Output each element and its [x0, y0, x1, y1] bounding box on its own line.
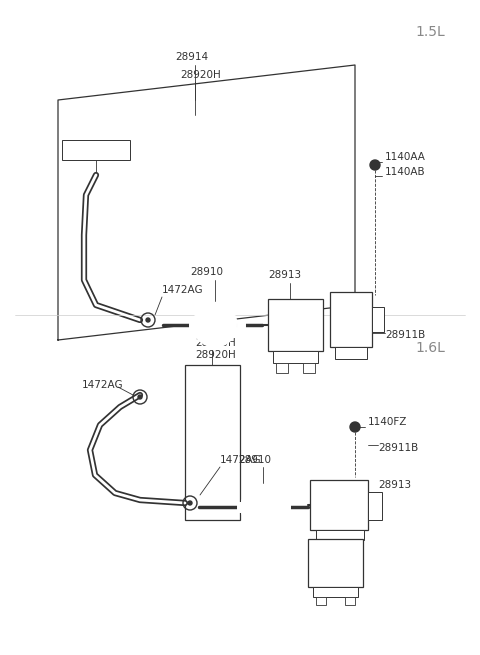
Circle shape [318, 511, 326, 519]
Text: 1472AG: 1472AG [162, 285, 204, 295]
Bar [316, 530, 364, 540]
Text: 28910: 28910 [238, 455, 271, 465]
Circle shape [350, 422, 360, 432]
Bar [237, 502, 245, 512]
Bar [273, 351, 318, 363]
Bar [237, 320, 245, 330]
Bar [316, 597, 326, 605]
Text: 1472AG: 1472AG [220, 455, 262, 465]
Text: 28910: 28910 [190, 267, 223, 277]
Text: 28913: 28913 [268, 270, 301, 280]
Text: 1.5L: 1.5L [415, 25, 445, 39]
Circle shape [248, 492, 278, 522]
Circle shape [138, 395, 142, 399]
Text: 1140AB: 1140AB [385, 167, 426, 177]
Text: 28911B: 28911B [385, 330, 425, 340]
Circle shape [318, 491, 326, 499]
Bar [268, 299, 323, 351]
Bar [185, 365, 240, 520]
Bar [303, 363, 315, 373]
Bar [335, 347, 367, 359]
Text: 1.6L: 1.6L [415, 341, 445, 355]
Bar [308, 539, 363, 587]
Circle shape [193, 303, 237, 347]
Bar [368, 492, 382, 520]
Bar [345, 597, 355, 605]
Circle shape [370, 160, 380, 170]
Text: 1140AA: 1140AA [385, 152, 426, 162]
Circle shape [336, 323, 344, 331]
Text: 1472AG: 1472AG [82, 380, 124, 390]
Text: 28911B: 28911B [378, 443, 418, 453]
Text: 28920H: 28920H [180, 70, 221, 80]
Circle shape [188, 501, 192, 505]
Circle shape [241, 485, 285, 529]
Bar [310, 480, 368, 530]
Circle shape [336, 303, 344, 311]
Circle shape [200, 310, 230, 340]
Text: 28913: 28913 [378, 480, 411, 490]
Text: 28914: 28914 [175, 52, 208, 62]
Bar [372, 307, 384, 332]
Text: 28920H: 28920H [195, 350, 236, 360]
Bar [62, 140, 130, 160]
Circle shape [146, 318, 150, 322]
Bar [282, 502, 290, 512]
Text: 1140FZ: 1140FZ [368, 417, 408, 427]
Text: 28920H: 28920H [195, 338, 236, 348]
Text: 1472AG: 1472AG [64, 145, 106, 155]
Bar [189, 320, 197, 330]
Bar [330, 292, 372, 347]
Bar [313, 587, 358, 597]
Bar [276, 363, 288, 373]
